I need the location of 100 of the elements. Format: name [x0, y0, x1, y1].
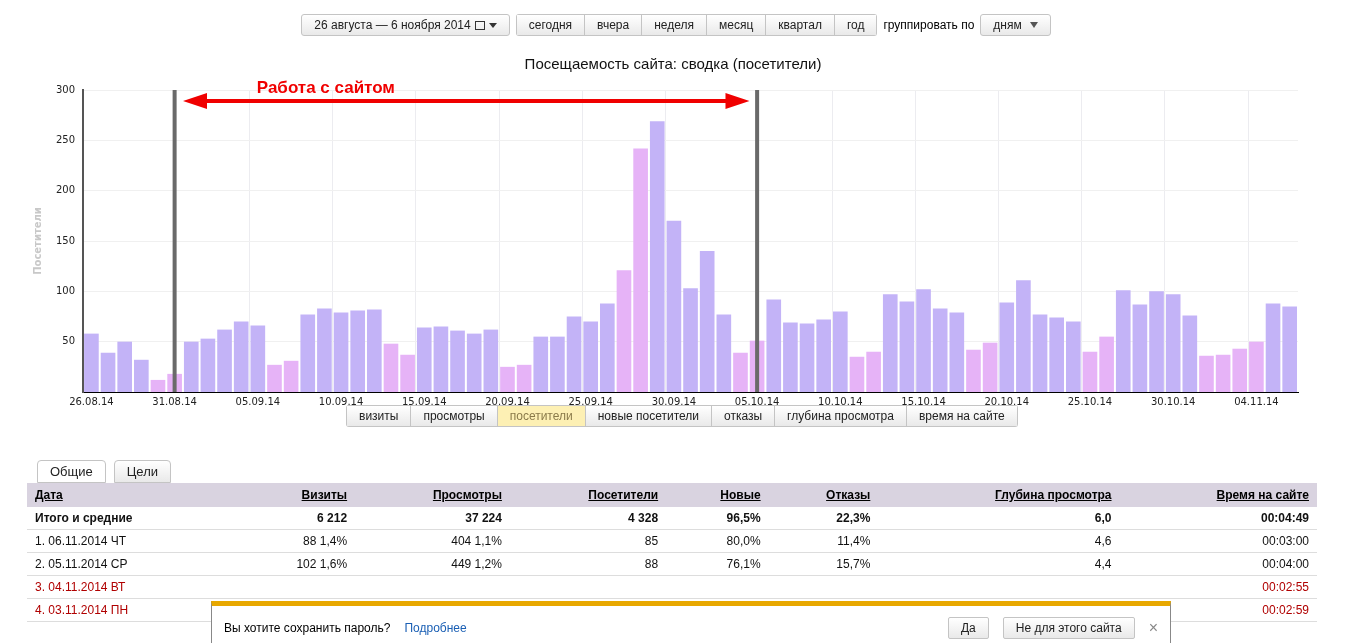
- text: 6 212: [317, 511, 348, 525]
- text: отказы: [712, 405, 776, 427]
- bar: [283, 360, 299, 392]
- bar: [84, 333, 99, 392]
- bar: [1215, 354, 1231, 392]
- text: просмотры: [411, 405, 498, 427]
- text: 449 1,2%: [451, 557, 502, 571]
- x-tick-label: 31.08.14: [152, 395, 197, 407]
- bar: [1049, 317, 1064, 392]
- bar: [949, 312, 965, 392]
- bar: [649, 121, 665, 392]
- bar: [300, 314, 316, 392]
- bar: [1165, 294, 1181, 392]
- text: Подробнее: [404, 621, 467, 635]
- y-tick-label: 150: [55, 234, 76, 246]
- text: 26 августа — 6 ноября 2014: [301, 14, 510, 36]
- text: 22,3%: [836, 511, 871, 525]
- category-label: Дата: [34, 487, 64, 504]
- text: Общие: [37, 460, 106, 483]
- text: 404 1,1%: [451, 534, 502, 548]
- category-label: Отказы: [825, 487, 872, 504]
- bar: [699, 251, 715, 392]
- text: 6,0: [1094, 511, 1112, 525]
- bar: [866, 351, 881, 392]
- bar: [100, 352, 116, 392]
- bar: [450, 330, 465, 392]
- y-tick-label: 50: [62, 335, 76, 347]
- text: 00:02:59: [1262, 603, 1309, 617]
- bar: [683, 288, 698, 392]
- text: 4 328: [628, 511, 659, 525]
- bar: [200, 338, 216, 392]
- bar: [383, 343, 399, 392]
- text: 11,4%: [837, 534, 871, 548]
- bar: [466, 333, 482, 392]
- text: месяц: [706, 14, 767, 36]
- category-label: Время на сайте: [1215, 487, 1310, 504]
- text: Не для этого сайта: [1002, 617, 1135, 639]
- text: группировать по: [883, 18, 975, 32]
- text: глубина просмотра: [775, 405, 907, 427]
- bar: [1066, 321, 1081, 392]
- bar: [716, 314, 732, 392]
- bar: [1265, 303, 1281, 392]
- bar: [1099, 336, 1114, 392]
- bar: [134, 359, 149, 392]
- bar: [550, 336, 565, 392]
- bar: [616, 270, 632, 392]
- bar: [233, 321, 249, 392]
- bar: [733, 352, 748, 392]
- bar: [367, 309, 382, 392]
- bar: [150, 379, 166, 392]
- text: квартал: [766, 14, 835, 36]
- text: 00:02:55: [1262, 580, 1309, 594]
- bar: [1016, 280, 1031, 392]
- bar: [633, 148, 648, 392]
- text: 15,7%: [836, 557, 871, 571]
- bar: [317, 308, 332, 392]
- x-tick-label: 20.10.14: [984, 395, 1030, 407]
- text: 80,0%: [726, 534, 761, 548]
- text: сегодня: [515, 14, 586, 36]
- bar: [1182, 315, 1198, 392]
- x-tick-label: 15.10.14: [901, 395, 946, 407]
- text: 4,6: [1094, 534, 1112, 548]
- x-tick-label: 26.08.14: [69, 395, 114, 407]
- category-label: Просмотры: [431, 487, 503, 504]
- chart-title: Посещаемость сайта: сводка (посетители): [523, 55, 823, 72]
- x-tick-label: 05.10.14: [734, 395, 780, 407]
- bar: [882, 294, 898, 392]
- text: 00:04:49: [1260, 511, 1309, 525]
- bar: [1282, 306, 1297, 392]
- text: время на сайте: [906, 405, 1018, 427]
- bar: [1149, 291, 1164, 392]
- bar: [1249, 341, 1264, 392]
- x-tick-label: 05.09.14: [235, 395, 281, 407]
- bar: [899, 301, 915, 392]
- x-tick-label: 30.10.14: [1150, 395, 1196, 407]
- bar: [783, 322, 798, 392]
- text: 76,1%: [726, 557, 761, 571]
- bar: [1032, 314, 1048, 392]
- x-tick-label: 25.10.14: [1067, 395, 1113, 407]
- x-tick-label: 04.11.14: [1234, 395, 1279, 407]
- bar: [1082, 351, 1098, 392]
- text: неделя: [642, 14, 707, 36]
- bar: [833, 311, 848, 392]
- bar: [916, 289, 931, 392]
- y-tick-label: 100: [55, 284, 76, 296]
- x-tick-label: 10.09.14: [318, 395, 364, 407]
- text: Цели: [113, 460, 172, 483]
- bar: [799, 323, 815, 392]
- bar: [416, 327, 432, 392]
- bar: [966, 349, 981, 392]
- bar: [1232, 348, 1248, 392]
- text: Да: [947, 617, 989, 639]
- bar: [849, 356, 865, 392]
- text: Итого и средние: [35, 511, 133, 525]
- category-label: Визиты: [300, 487, 349, 504]
- bar: [267, 364, 282, 392]
- text: 85: [644, 534, 659, 548]
- category-label: Новые: [719, 487, 762, 504]
- text: год: [834, 14, 878, 36]
- text: 96,5%: [726, 511, 761, 525]
